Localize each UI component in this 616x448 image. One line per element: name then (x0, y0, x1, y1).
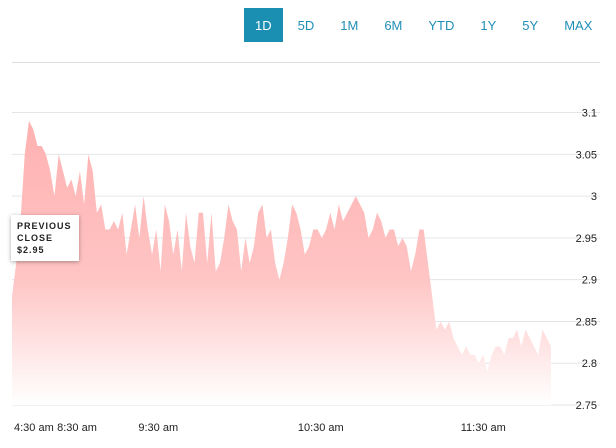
range-1d-button[interactable]: 1D (244, 8, 283, 42)
range-1y-button[interactable]: 1Y (480, 17, 497, 33)
range-6m-button[interactable]: 6M (384, 17, 403, 33)
y-tick-label: 3.1 (582, 108, 597, 120)
y-tick-label: 2.85 (576, 316, 597, 328)
price-area (12, 120, 551, 405)
y-tick-label: 3 (591, 191, 597, 203)
y-tick-label: 3.05 (576, 149, 597, 161)
previous-close-value: $2.95 (17, 245, 45, 255)
y-axis-ticks: 3.1 3.05 3 2.95 2.9 2.85 2.8 2.75 (576, 108, 597, 412)
range-5d-button[interactable]: 5D (297, 17, 315, 33)
y-tick-label: 2.9 (582, 275, 597, 287)
x-tick-label: 9:30 am (138, 422, 178, 434)
x-tick-label: 8:30 am (57, 422, 97, 434)
range-max-button[interactable]: MAX (564, 17, 593, 33)
previous-close-line2: CLOSE (17, 233, 54, 243)
x-axis-ticks: 4:30 am 8:30 am 9:30 am 10:30 am 11:30 am (14, 422, 506, 434)
range-selector: 1D 5D 1M 6M YTD 1Y 5Y MAX (244, 8, 607, 42)
range-5y-button[interactable]: 5Y (522, 17, 539, 33)
range-1m-button[interactable]: 1M (340, 17, 359, 33)
x-tick-label: 10:30 am (298, 422, 344, 434)
y-tick-label: 2.95 (576, 233, 597, 245)
x-tick-label: 11:30 am (461, 422, 506, 434)
previous-close-line1: PREVIOUS (17, 221, 72, 231)
y-tick-label: 2.8 (582, 358, 597, 370)
chart-top-divider (12, 62, 600, 63)
range-ytd-button[interactable]: YTD (428, 17, 455, 33)
y-tick-label: 2.75 (576, 400, 597, 412)
previous-close-label: PREVIOUS CLOSE $2.95 (11, 215, 79, 261)
x-tick-label: 4:30 am (14, 422, 54, 434)
